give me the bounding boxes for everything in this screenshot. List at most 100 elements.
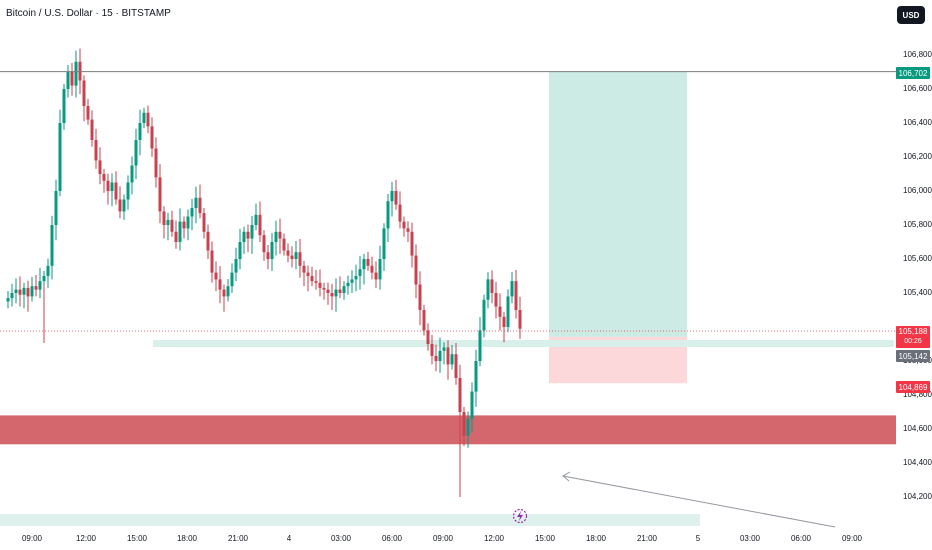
time-tick-label: 21:00 [227,534,249,543]
candle-body [442,347,446,351]
price-tick-label: 104,600 [903,424,932,433]
candle-body [318,282,322,288]
candle-body [502,316,506,327]
candle-body [214,272,218,280]
candle-body [242,231,246,242]
time-tick-label: 09:00 [841,534,863,543]
candle-body [154,148,158,178]
candle-body [506,296,510,327]
time-tick-label: 09:00 [432,534,454,543]
candle-body [382,228,386,259]
candle-body [186,216,190,229]
price-tick-label: 106,600 [903,84,932,93]
time-tick-label: 15:00 [534,534,556,543]
time-tick-label: 12:00 [483,534,505,543]
candle-body [266,252,270,259]
candle-body [58,123,62,191]
candle-body [462,412,466,436]
candle-body [226,286,230,297]
candle-body [518,310,522,329]
candle-body [258,214,262,236]
candle-body [254,214,258,225]
candle-body [510,281,514,297]
candle-body [430,344,434,356]
candle-body [314,281,318,283]
entry-price-tag: 105,142 [896,350,930,362]
profit-target-zone [549,71,687,337]
candle-body [270,242,274,259]
bar-countdown: 00:26 [904,338,922,345]
currency-button[interactable]: USD [897,6,925,24]
candle-body [198,197,202,214]
price-tick-label: 104,200 [903,492,932,501]
candle-body [366,259,370,266]
candle-body [486,279,490,300]
candle-body [182,221,186,229]
candle-body [470,391,474,419]
candle-body [34,286,38,290]
candle-body [394,191,398,205]
candle-body [482,299,486,331]
candle-body [222,289,226,297]
candle-body [454,354,458,378]
candle-body [10,293,14,299]
candle-body [162,211,166,225]
candle-body [78,61,82,81]
candle-body [390,191,394,202]
candle-body [362,259,366,270]
candle-body [22,287,26,295]
lightning-bolt-icon[interactable] [512,508,528,524]
symbol-title[interactable]: Bitcoin / U.S. Dollar · 15 · BITSTAMP [6,8,171,19]
time-tick-label: 06:00 [381,534,403,543]
time-tick-label: 03:00 [739,534,761,543]
candle-body [142,112,146,123]
price-tick-label: 106,800 [903,50,932,59]
candle-body [46,265,50,276]
candle-body [126,182,130,200]
candle-body [174,231,178,242]
session-band [0,514,700,526]
candle-body [322,287,326,290]
candle-body [194,197,198,208]
candle-body [54,191,58,225]
candle-body [378,259,382,280]
candle-body [286,250,290,256]
candle-body [370,265,374,273]
candle-body [250,225,254,239]
candle-body [282,238,286,251]
candle-body [38,281,42,290]
trend-arrow-line [562,475,836,528]
candle-body [358,269,362,276]
support-band [153,340,894,347]
candle-body [414,255,418,285]
candle-body [354,276,358,280]
candle-body [410,231,414,256]
candle-body [42,276,46,282]
candle-body [438,350,442,361]
candle-body [490,279,494,293]
candle-body [118,199,122,212]
candle-body [234,259,238,273]
candle-body [406,228,410,232]
candle-body [450,354,454,365]
stop-price-tag: 104,869 [896,381,930,393]
candle-body [210,250,214,273]
time-tick-label: 4 [286,534,292,543]
candle-body [298,252,302,266]
time-tick-label: 5 [695,534,701,543]
candle-body [166,219,170,225]
candle-body [434,355,438,361]
candle-body [218,279,222,290]
candle-body [6,298,10,302]
candle-body [338,289,342,293]
candle-body [274,231,278,242]
last-price-value: 105,188 [898,327,928,336]
candle-body [402,221,406,229]
candle-body [122,199,126,212]
candle-body [290,255,294,259]
candle-body [418,284,422,310]
last-price-tag: 105,188 00:26 [896,326,930,348]
candle-body [498,306,502,317]
